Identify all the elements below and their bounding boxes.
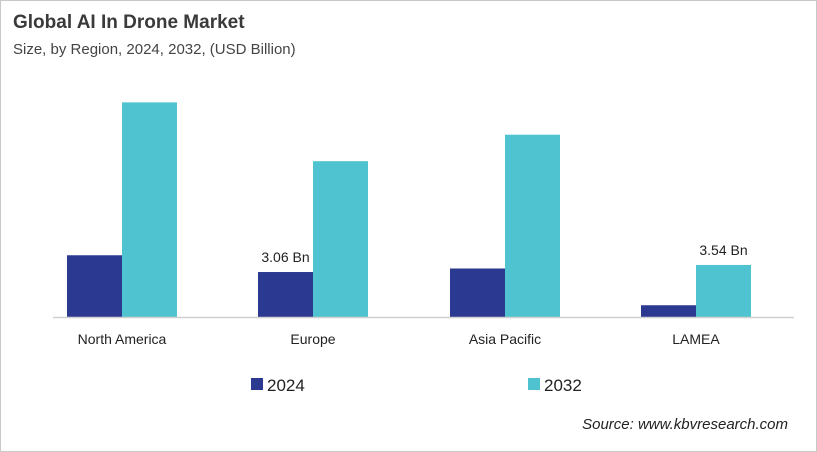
bar-2032-lamea bbox=[696, 264, 751, 317]
source-note: Source: www.kbvresearch.com bbox=[582, 416, 788, 433]
bar-2024-asia-pacific bbox=[450, 268, 505, 317]
chart-title: Global AI In Drone Market bbox=[13, 12, 245, 33]
bar-2024-europe bbox=[258, 272, 313, 317]
x-tick-label: Asia Pacific bbox=[469, 331, 541, 347]
legend-swatch-2024 bbox=[251, 378, 263, 390]
bar-2024-lamea bbox=[641, 305, 696, 317]
chart-subtitle: Size, by Region, 2024, 2032, (USD Billio… bbox=[13, 41, 296, 58]
bar-2024-north-america bbox=[67, 255, 122, 317]
data-label: 3.06 Bn bbox=[261, 249, 309, 265]
x-tick-label: LAMEA bbox=[672, 331, 720, 347]
bar-2032-north-america bbox=[122, 102, 177, 317]
x-tick-label: Europe bbox=[290, 331, 335, 347]
bar-2032-asia-pacific bbox=[505, 134, 560, 317]
data-label: 3.54 Bn bbox=[699, 242, 747, 258]
legend-swatch-2032 bbox=[528, 378, 540, 390]
legend-label-2024: 2024 bbox=[267, 376, 305, 395]
x-tick-label: North America bbox=[78, 331, 167, 347]
bar-2032-europe bbox=[313, 161, 368, 317]
legend-label-2032: 2032 bbox=[544, 376, 582, 395]
